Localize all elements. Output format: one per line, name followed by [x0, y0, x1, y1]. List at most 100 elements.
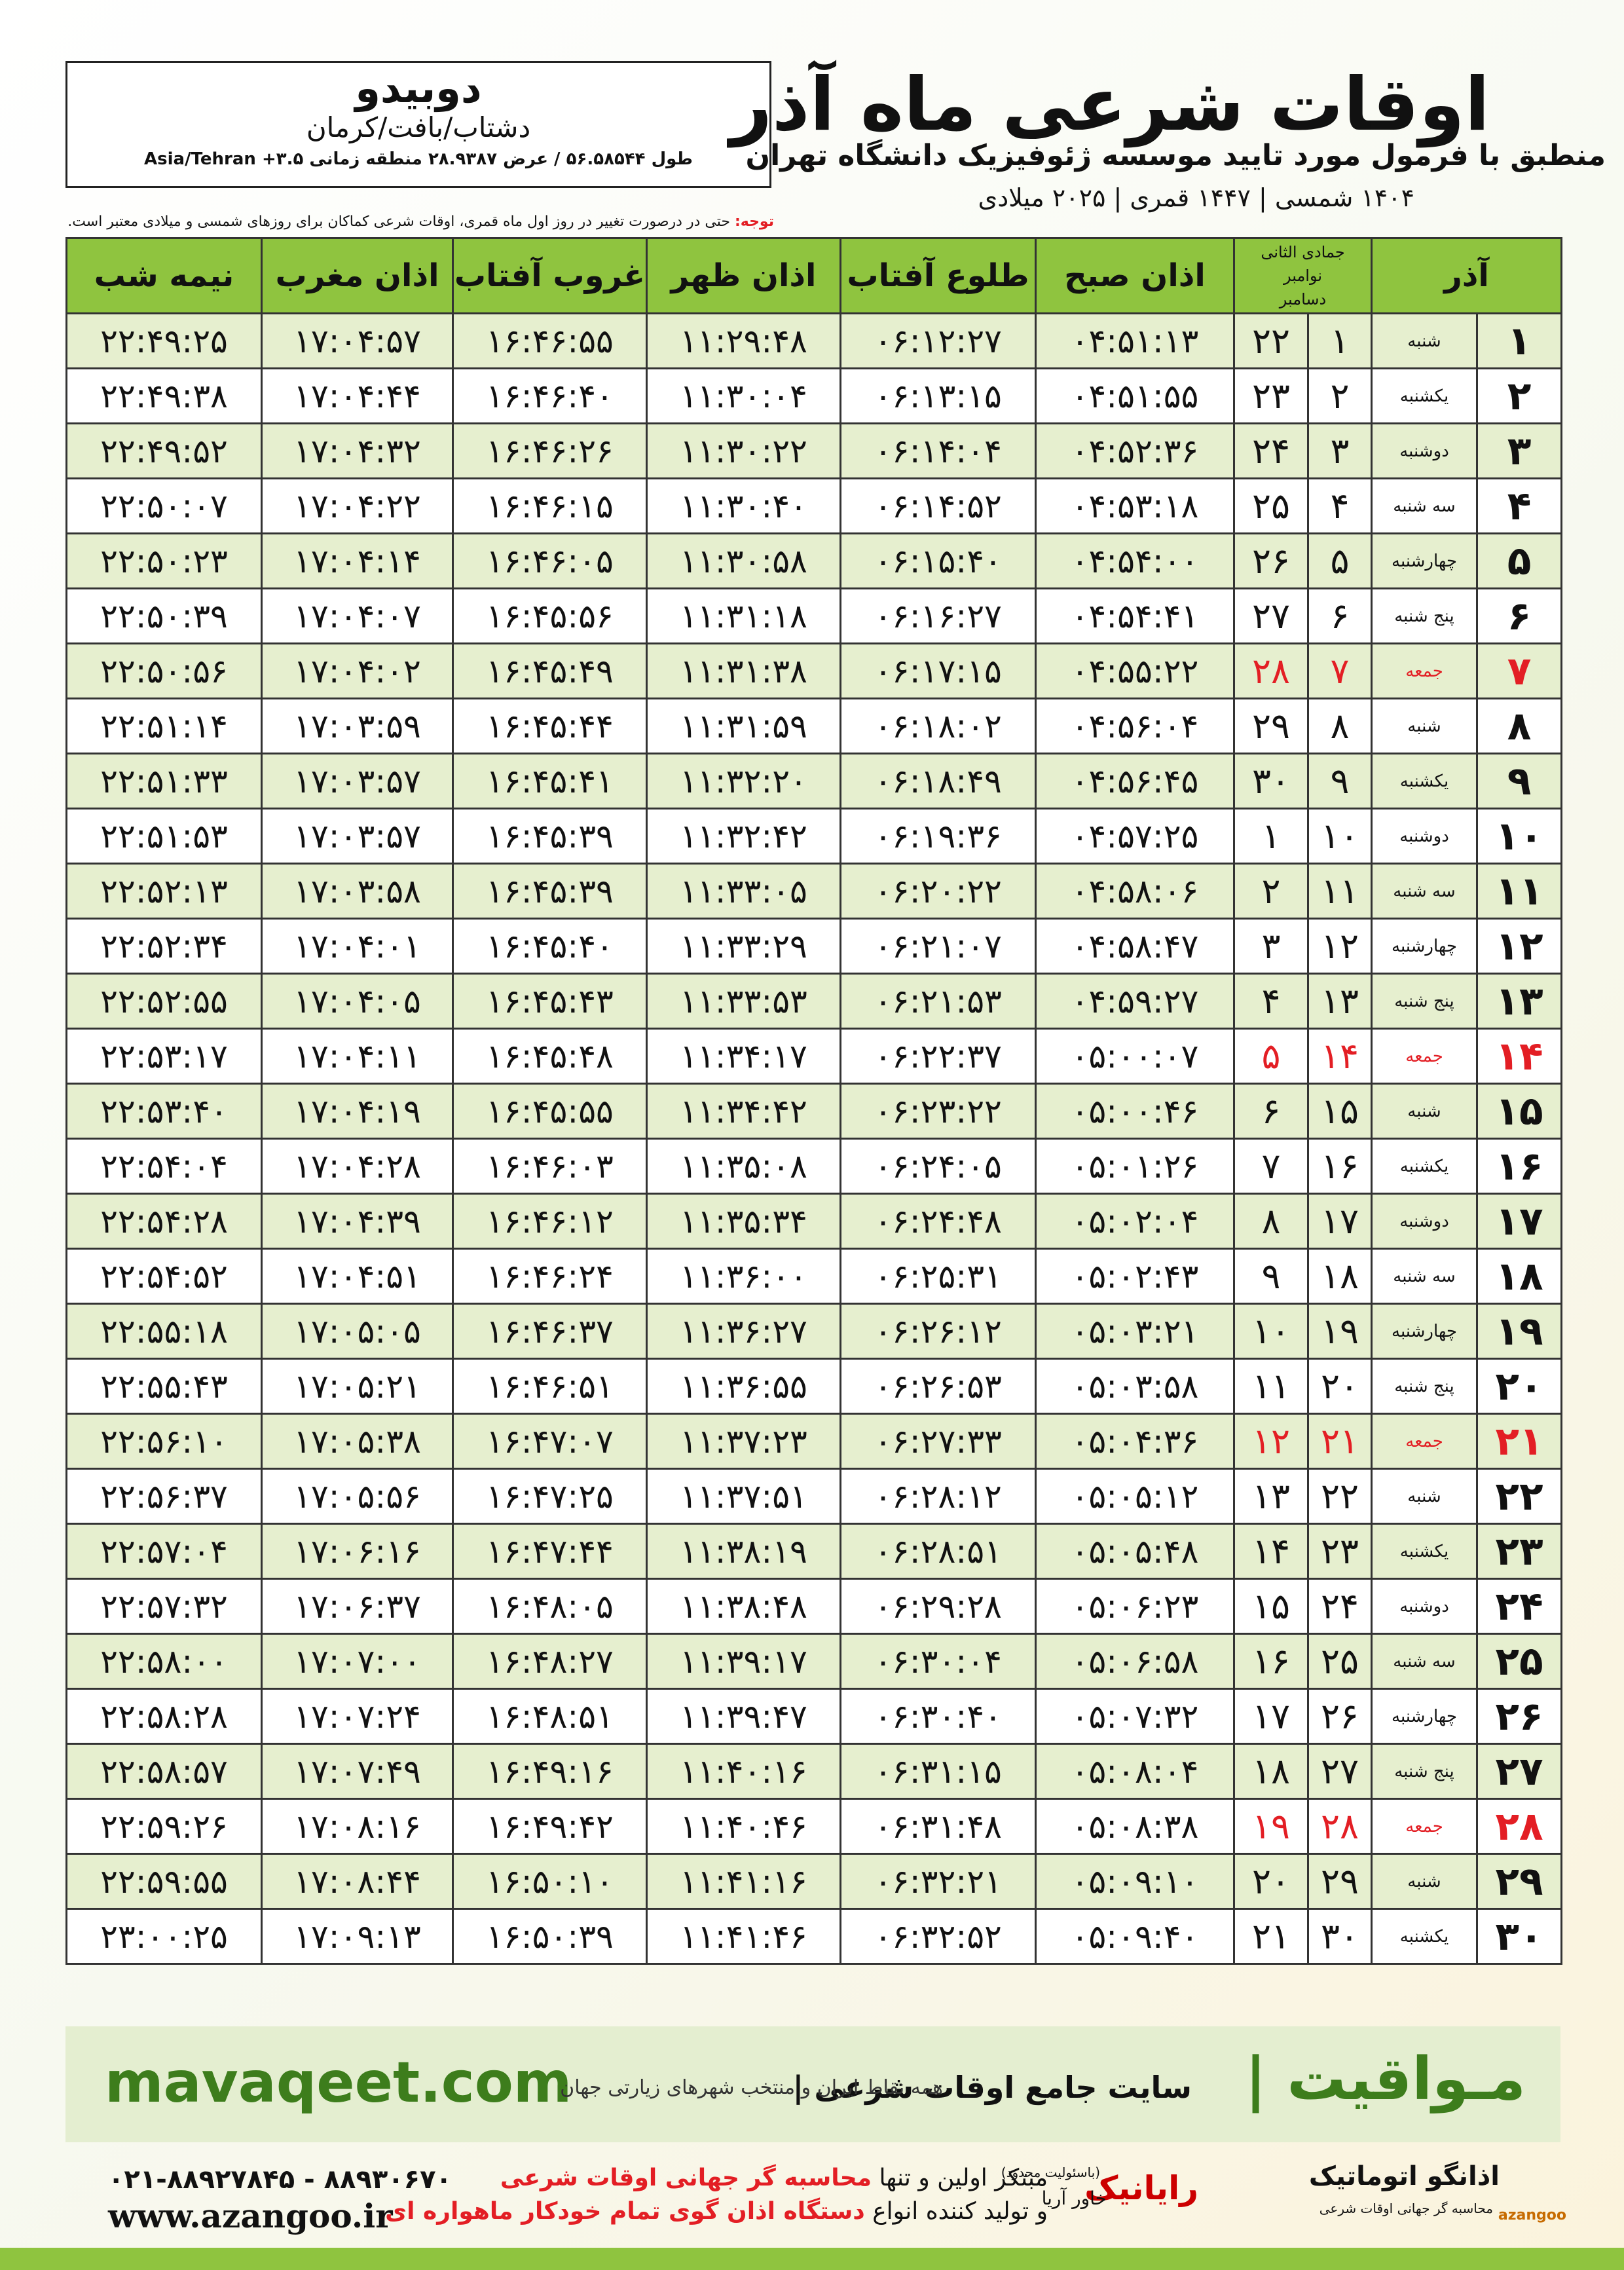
greg-day: ۱۰ [1233, 1303, 1309, 1360]
bottom-bar [0, 2248, 1624, 2270]
times-table: آذر جمادی الثانی نوامبر دسامبر اذان صبح طلو… [65, 237, 1562, 1965]
time: ۱۱:۳۸:۱۹ [646, 1523, 841, 1580]
time: ۰۵:۰۰:۴۶ [1035, 1083, 1235, 1140]
time: ۱۶:۴۵:۴۴ [452, 698, 648, 754]
hijri-day: ۱۰ [1307, 808, 1373, 865]
time: ۰۴:۵۵:۲۲ [1035, 642, 1235, 699]
time: ۰۶:۲۸:۵۱ [840, 1523, 1037, 1580]
logo-note: (باسئولیت محدود) [1001, 2165, 1100, 2180]
time: ۱۷:۰۷:۰۰ [261, 1633, 454, 1690]
greg-day: ۳ [1233, 918, 1309, 975]
table-row: ۱۳ پنج شنبه ۱۳ ۴ ۰۴:۵۹:۲۷ ۰۶:۲۱:۵۳ ۱۱:۳۳:۵۳ ۱۶:… [65, 973, 1562, 1030]
time: ۰۶:۱۸:۰۲ [840, 698, 1037, 754]
table-row: ۲ یکشنبه ۲ ۲۳ ۰۴:۵۱:۵۵ ۰۶:۱۳:۱۵ ۱۱:۳۰:۰۴ ۱۶:۴۶:… [65, 367, 1562, 424]
hijri-day: ۹ [1307, 753, 1373, 809]
greg-day: ۱۸ [1233, 1743, 1309, 1800]
greg-day: ۱۴ [1233, 1523, 1309, 1580]
table-row: ۱۱ سه شنبه ۱۱ ۲ ۰۴:۵۸:۰۶ ۰۶:۲۰:۲۲ ۱۱:۳۳:۰۵ ۱۶:۴… [65, 863, 1562, 920]
time: ۱۱:۳۶:۰۰ [646, 1248, 841, 1305]
time: ۱۱:۳۷:۵۱ [646, 1468, 841, 1525]
time: ۱۱:۳۰:۴۰ [646, 477, 841, 534]
time: ۰۶:۱۶:۲۷ [840, 587, 1037, 644]
weekday: شنبه [1371, 698, 1478, 754]
time: ۲۲:۵۹:۵۵ [65, 1853, 263, 1910]
time: ۰۴:۵۷:۲۵ [1035, 808, 1235, 865]
hijri-day: ۳۰ [1307, 1908, 1373, 1965]
hijri-day: ۲۰ [1307, 1358, 1373, 1415]
greg-day: ۱۶ [1233, 1633, 1309, 1690]
table-row: ۱۸ سه شنبه ۱۸ ۹ ۰۵:۰۲:۴۳ ۰۶:۲۵:۳۱ ۱۱:۳۶:۰۰ ۱۶:۴… [65, 1248, 1562, 1305]
time: ۰۶:۲۷:۳۳ [840, 1413, 1037, 1470]
time: ۰۶:۲۱:۵۳ [840, 973, 1037, 1030]
table-row: ۲۳ یکشنبه ۲۳ ۱۴ ۰۵:۰۵:۴۸ ۰۶:۲۸:۵۱ ۱۱:۳۸:۱۹ ۱۶:۴… [65, 1523, 1562, 1580]
greg-day: ۸ [1233, 1193, 1309, 1250]
time: ۰۵:۰۹:۱۰ [1035, 1853, 1235, 1910]
time: ۲۲:۵۳:۴۰ [65, 1083, 263, 1140]
weekday: چهارشنبه [1371, 918, 1478, 975]
time: ۲۲:۵۲:۳۴ [65, 918, 263, 975]
greg-day: ۵ [1233, 1028, 1309, 1085]
time: ۰۶:۱۷:۱۵ [840, 642, 1037, 699]
time: ۲۲:۴۹:۳۸ [65, 367, 263, 424]
time: ۱۷:۰۳:۵۷ [261, 808, 454, 865]
weekday: شنبه [1371, 1468, 1478, 1525]
time: ۱۷:۰۹:۱۳ [261, 1908, 454, 1965]
weekday: جمعه [1371, 1413, 1478, 1470]
time: ۱۷:۰۳:۵۸ [261, 863, 454, 920]
time: ۰۴:۵۳:۱۸ [1035, 477, 1235, 534]
time: ۱۷:۰۶:۳۷ [261, 1578, 454, 1635]
greg-day: ۲۲ [1233, 312, 1309, 369]
website: www.azangoo.ir [108, 2197, 393, 2235]
time: ۰۵:۰۳:۵۸ [1035, 1358, 1235, 1415]
time: ۱۱:۳۳:۲۹ [646, 918, 841, 975]
time: ۰۶:۱۸:۴۹ [840, 753, 1037, 809]
weekday: جمعه [1371, 1028, 1478, 1085]
time: ۰۶:۲۳:۲۲ [840, 1083, 1037, 1140]
time: ۰۵:۰۸:۳۸ [1035, 1798, 1235, 1855]
table-row: ۶ پنج شنبه ۶ ۲۷ ۰۴:۵۴:۴۱ ۰۶:۱۶:۲۷ ۱۱:۳۱:۱۸ ۱۶:۴… [65, 587, 1562, 644]
time: ۱۷:۰۴:۵۷ [261, 312, 454, 369]
time: ۱۷:۰۵:۲۱ [261, 1358, 454, 1415]
weekday: شنبه [1371, 312, 1478, 369]
table-row: ۱۵ شنبه ۱۵ ۶ ۰۵:۰۰:۴۶ ۰۶:۲۳:۲۲ ۱۱:۳۴:۴۲ ۱۶:۴۵:۵… [65, 1083, 1562, 1140]
hijri-day: ۱ [1307, 312, 1373, 369]
time: ۲۲:۵۲:۱۳ [65, 863, 263, 920]
day: ۲۶ [1476, 1688, 1562, 1745]
greg-day: ۲۳ [1233, 367, 1309, 424]
time: ۱۷:۰۴:۵۱ [261, 1248, 454, 1305]
hijri-day: ۲۳ [1307, 1523, 1373, 1580]
header-month: آذر [1371, 237, 1562, 314]
time: ۰۴:۵۶:۰۴ [1035, 698, 1235, 754]
weekday: یکشنبه [1371, 1523, 1478, 1580]
time: ۱۱:۳۱:۱۸ [646, 587, 841, 644]
hijri-day: ۸ [1307, 698, 1373, 754]
time: ۰۴:۵۴:۰۰ [1035, 532, 1235, 589]
footer-band [65, 2026, 1560, 2142]
time: ۱۷:۰۴:۰۱ [261, 918, 454, 975]
time: ۲۲:۵۰:۳۹ [65, 587, 263, 644]
time: ۱۱:۳۹:۱۷ [646, 1633, 841, 1690]
table-body: ۱ شنبه ۱ ۲۲ ۰۴:۵۱:۱۳ ۰۶:۱۲:۲۷ ۱۱:۲۹:۴۸ ۱۶:۴۶:۵۵… [65, 312, 1562, 1965]
greg-day: ۱۵ [1233, 1578, 1309, 1635]
day: ۳ [1476, 422, 1562, 479]
time: ۱۷:۰۵:۵۶ [261, 1468, 454, 1525]
time: ۱۶:۴۷:۲۵ [452, 1468, 648, 1525]
time: ۰۶:۱۳:۱۵ [840, 367, 1037, 424]
note-text: حتی در درصورت تغییر در روز اول ماه قمری،… [67, 214, 730, 230]
hijri-day: ۱۷ [1307, 1193, 1373, 1250]
day: ۱۴ [1476, 1028, 1562, 1085]
greg-day: ۹ [1233, 1248, 1309, 1305]
time: ۰۴:۵۱:۱۳ [1035, 312, 1235, 369]
time: ۰۵:۰۲:۴۳ [1035, 1248, 1235, 1305]
time: ۰۵:۰۶:۲۳ [1035, 1578, 1235, 1635]
table-row: ۲۸ جمعه ۲۸ ۱۹ ۰۵:۰۸:۳۸ ۰۶:۳۱:۴۸ ۱۱:۴۰:۴۶ ۱۶:۴۹:… [65, 1798, 1562, 1855]
logo-rayanik: رایانیک [1084, 2169, 1198, 2207]
promo-highlight: دستگاه اذان گوی تمام خودکار ماهواره ای [385, 2198, 865, 2225]
note: توجه: حتی در درصورت تغییر در روز اول ماه… [65, 214, 774, 230]
greg-day: ۳۰ [1233, 753, 1309, 809]
table-row: ۹ یکشنبه ۹ ۳۰ ۰۴:۵۶:۴۵ ۰۶:۱۸:۴۹ ۱۱:۳۲:۲۰ ۱۶:۴۵:… [65, 753, 1562, 809]
day: ۱۶ [1476, 1138, 1562, 1195]
table-row: ۴ سه شنبه ۴ ۲۵ ۰۴:۵۳:۱۸ ۰۶:۱۴:۵۲ ۱۱:۳۰:۴۰ ۱۶:۴۶… [65, 477, 1562, 534]
logo-sub: خاور آریا [1041, 2187, 1107, 2209]
